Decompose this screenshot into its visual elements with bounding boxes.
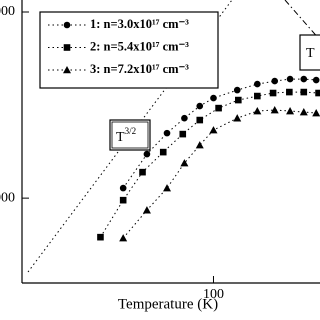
point <box>315 89 320 97</box>
point <box>233 114 242 122</box>
point <box>312 76 320 84</box>
series-line <box>100 91 319 238</box>
point <box>286 88 293 96</box>
point <box>254 92 261 100</box>
point <box>235 96 242 104</box>
legend-label: 1: n=3.0x10¹⁷ cm⁻³ <box>90 17 189 31</box>
guide-line <box>284 0 320 41</box>
legend-marker <box>63 66 71 74</box>
point <box>286 75 294 83</box>
annotation-text: T <box>116 130 125 145</box>
annotation-box <box>109 119 151 151</box>
annotation-box <box>299 34 320 71</box>
point <box>300 88 308 96</box>
point <box>119 234 128 242</box>
point <box>270 106 279 114</box>
legend-label: 2: n=5.4x10¹⁷ cm⁻³ <box>90 39 189 53</box>
point <box>159 148 167 156</box>
point <box>253 107 262 115</box>
x-axis-label: Temperature (K) <box>118 296 218 312</box>
point <box>179 130 187 138</box>
annotation: T <box>306 46 315 61</box>
point <box>271 77 279 85</box>
point <box>209 126 218 134</box>
legend-marker <box>63 21 71 29</box>
point <box>269 89 277 97</box>
point <box>195 141 204 149</box>
annotation: T3/2 <box>116 126 136 145</box>
point <box>300 75 308 83</box>
point <box>196 102 204 110</box>
point <box>210 94 217 102</box>
series-line <box>122 109 317 239</box>
legend-marker <box>63 44 71 51</box>
point <box>215 104 222 112</box>
point <box>142 206 151 214</box>
point <box>312 109 320 117</box>
point <box>180 159 189 167</box>
point <box>286 107 295 115</box>
legend-label: 3: n=7.2x10¹⁷ cm⁻³ <box>90 62 189 76</box>
point <box>119 184 127 192</box>
annotation-box-inner <box>111 121 149 149</box>
point <box>119 196 127 204</box>
point <box>299 108 308 116</box>
x-tick-label: 100 <box>203 287 224 302</box>
point <box>181 114 188 122</box>
point <box>196 116 204 124</box>
point <box>163 184 172 192</box>
series-line <box>122 78 317 189</box>
annotation-sup: 3/2 <box>125 126 137 136</box>
point <box>97 233 104 241</box>
point <box>139 168 146 176</box>
point <box>254 80 261 88</box>
point <box>143 150 151 158</box>
point <box>233 86 241 94</box>
point <box>163 129 171 137</box>
